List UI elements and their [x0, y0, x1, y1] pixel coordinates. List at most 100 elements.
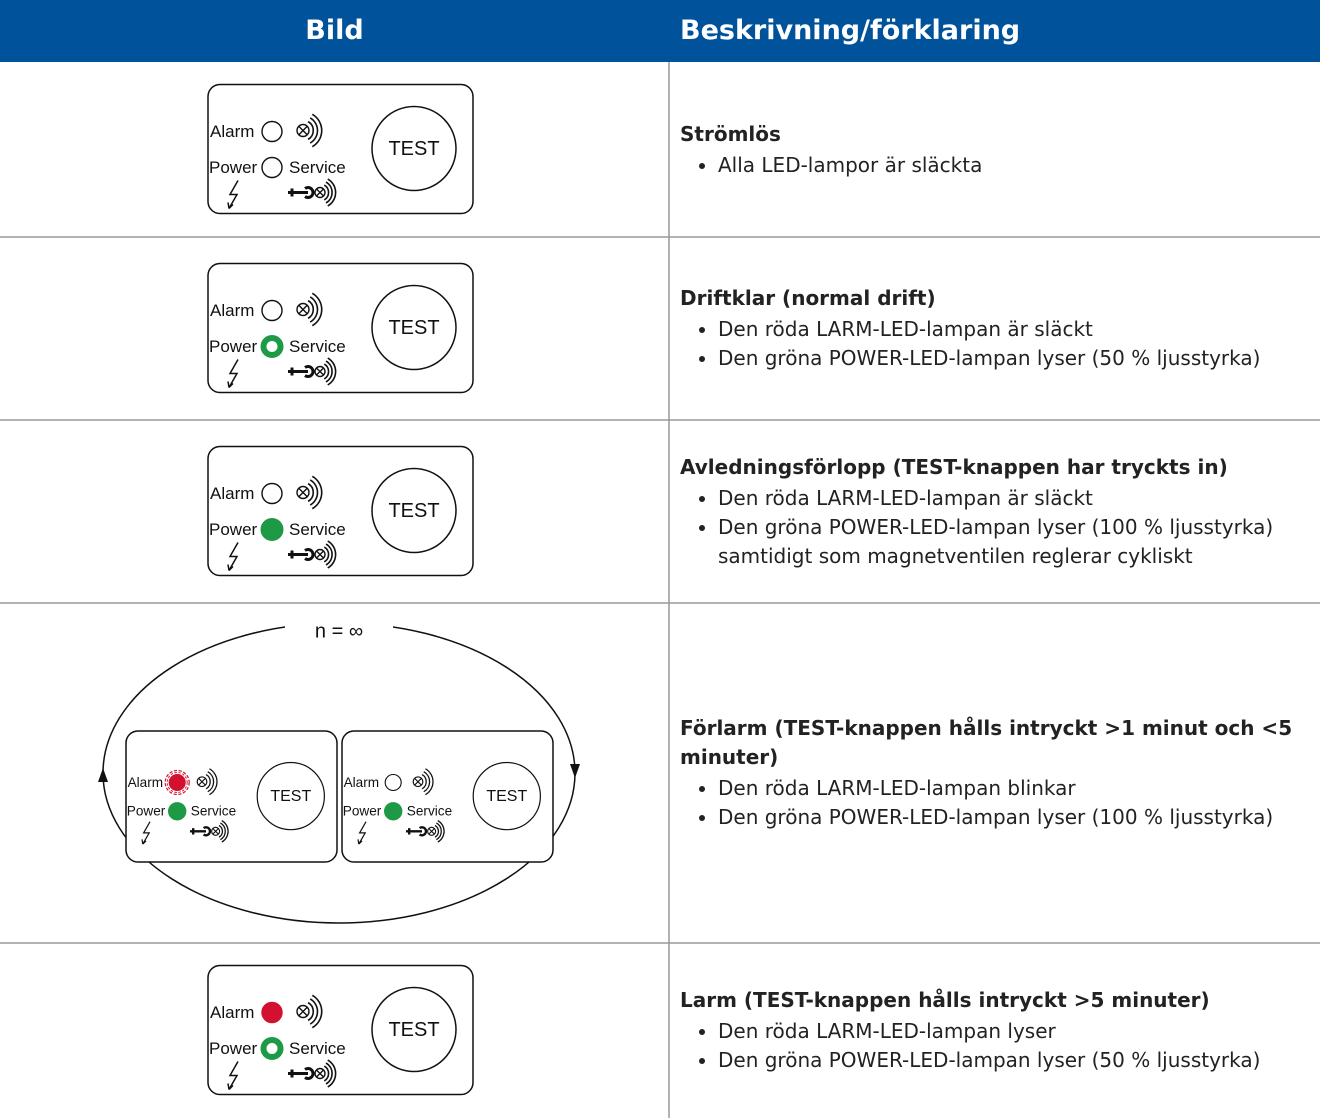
bullet-list: Den röda LARM-LED-lampan lyserDen gröna … [680, 1017, 1316, 1075]
sensor-icon [296, 302, 310, 317]
wrench-icon [190, 826, 212, 837]
panel-content: Alarm Power Service TEST [127, 761, 326, 845]
power-led [260, 335, 284, 358]
power-label: Power [343, 804, 382, 819]
description-title: Driftklar (normal drift) [680, 286, 936, 310]
power-label: Power [209, 1039, 258, 1058]
sensor-icon [196, 776, 208, 788]
description-cell: Larm (TEST-knappen hålls intryckt >5 min… [680, 943, 1316, 1118]
table-header: Bild Beskrivning/förklaring [0, 0, 1320, 62]
test-button [371, 105, 457, 192]
signal-arc [327, 1059, 337, 1088]
power-led [260, 1037, 284, 1060]
sensor-icon [211, 826, 221, 836]
power-led [168, 802, 187, 821]
signal-arc [437, 819, 445, 843]
panel-content: Alarm Power Service TEST [209, 284, 457, 389]
sensor-icon [296, 1004, 310, 1019]
signal-arc [307, 482, 315, 503]
alarm-label: Alarm [210, 122, 254, 141]
signal-arc [311, 475, 323, 510]
signal-arc [327, 357, 337, 386]
bullet-item: Den gröna POWER-LED-lampan lyser (50 % l… [718, 344, 1316, 373]
alarm-label: Alarm [210, 484, 254, 503]
bullet-item: Alla LED-lampor är släckta [718, 151, 1316, 180]
bullet-item: Den röda LARM-LED-lampan lyser [718, 1017, 1316, 1046]
sensor-icon [296, 485, 310, 500]
panel-content: Alarm Power Service TEST [343, 761, 542, 845]
signal-arc [325, 543, 333, 566]
alarm-led [261, 1001, 283, 1024]
wrench-icon [288, 1067, 315, 1080]
signal-arc [207, 771, 215, 793]
power-icon [227, 1061, 239, 1091]
signal-arc [221, 819, 229, 843]
cycle-label: n = ∞ [315, 620, 363, 642]
service-label: Service [289, 1039, 346, 1058]
power-led [384, 802, 403, 821]
signal-arc [325, 181, 333, 204]
service-label: Service [289, 337, 346, 356]
service-label: Service [191, 804, 236, 819]
wrench-icon [406, 826, 428, 837]
alarm-led [261, 120, 283, 143]
sensor-icon [316, 188, 324, 197]
power-icon [227, 542, 239, 572]
signal-arc [311, 113, 323, 148]
bullet-list: Alla LED-lampor är släckta [680, 151, 1316, 180]
alarm-led [168, 773, 186, 792]
signal-arc [309, 479, 319, 506]
cycle-arrow [98, 768, 108, 782]
signal-arc [327, 178, 337, 207]
description-cell: Förlarm (TEST-knappen hålls intryckt >1 … [680, 603, 1316, 943]
sensor-icon [298, 304, 308, 315]
panel-content: Alarm Power Service TEST [209, 105, 457, 210]
bullet-list: Den röda LARM-LED-lampan är släcktDen gr… [680, 484, 1316, 571]
alarm-label: Alarm [344, 775, 380, 790]
bullet-item: Den röda LARM-LED-lampan är släckt [718, 484, 1316, 513]
bullet-list: Den röda LARM-LED-lampan blinkarDen grön… [680, 774, 1316, 832]
signal-arc [421, 774, 427, 790]
power-icon [357, 821, 367, 845]
sensor-icon [296, 123, 310, 138]
signal-arc [325, 1062, 333, 1085]
power-led [261, 156, 283, 179]
sensor-icon [314, 548, 326, 561]
sensor-icon [412, 776, 424, 788]
signal-arc [434, 824, 440, 838]
description-title: Förlarm (TEST-knappen hålls intryckt >1 … [680, 716, 1293, 769]
panel-content: Alarm Power Service TEST [209, 467, 457, 572]
signal-arc [436, 822, 442, 841]
header-cell: Beskrivning/förklaring [680, 15, 1021, 46]
test-button [371, 986, 457, 1073]
sensor-icon [212, 828, 219, 835]
service-label: Service [289, 520, 346, 539]
signal-arc [327, 540, 337, 569]
wrench-icon [288, 365, 315, 378]
bullet-item: Den röda LARM-LED-lampan är släckt [718, 315, 1316, 344]
signal-arc [323, 184, 330, 201]
sensor-icon [314, 1067, 326, 1080]
wrench-icon [288, 186, 315, 199]
sensor-icon [316, 1069, 324, 1078]
service-label: Service [289, 158, 346, 177]
sensor-icon [314, 365, 326, 378]
description-cell: Driftklar (normal drift) Den röda LARM-LE… [680, 237, 1316, 420]
signal-arc [205, 774, 211, 790]
description-title: Strömlös [680, 121, 781, 146]
test-button [256, 761, 326, 831]
test-label: TEST [388, 138, 439, 160]
sensor-icon [198, 777, 206, 786]
cycle-label-bg [285, 614, 393, 646]
test-label: TEST [388, 500, 439, 522]
sensor-icon [427, 826, 437, 836]
power-led [260, 518, 284, 541]
signal-arc [309, 296, 319, 323]
signal-arc [425, 768, 434, 796]
signal-arc [311, 292, 323, 327]
power-icon [227, 180, 239, 210]
sensor-icon [298, 487, 308, 498]
sensor-icon [428, 828, 435, 835]
